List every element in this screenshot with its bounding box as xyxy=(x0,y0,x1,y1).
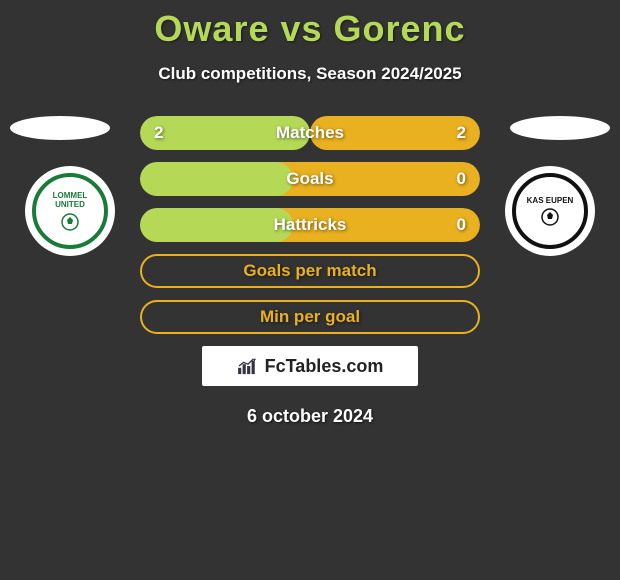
bar-fill-left xyxy=(140,208,293,242)
player-marker-left xyxy=(10,116,110,140)
stat-value-right: 0 xyxy=(457,215,466,235)
stat-value-right: 2 xyxy=(457,123,466,143)
page-subtitle: Club competitions, Season 2024/2025 xyxy=(0,64,620,84)
stat-label: Hattricks xyxy=(274,215,347,235)
footer-date: 6 october 2024 xyxy=(0,406,620,427)
stat-bar-row: Hattricks 0 xyxy=(140,208,480,242)
stat-value-right: 0 xyxy=(457,169,466,189)
stat-label: Min per goal xyxy=(260,307,360,327)
stat-label: Goals xyxy=(286,169,333,189)
stat-label: Matches xyxy=(276,123,344,143)
bar-fill-left xyxy=(140,162,293,196)
page-title: Oware vs Gorenc xyxy=(0,0,620,50)
watermark-badge: FcTables.com xyxy=(202,346,418,386)
club-badge-right: KAS EUPEN xyxy=(500,166,600,256)
stat-value-left: 2 xyxy=(154,123,163,143)
club-badge-left: LOMMEL UNITED xyxy=(20,166,120,256)
stat-label: Goals per match xyxy=(243,261,376,281)
club-name-left: LOMMEL UNITED xyxy=(36,190,104,212)
club-crest-right: KAS EUPEN xyxy=(505,166,595,256)
club-crest-left: LOMMEL UNITED xyxy=(25,166,115,256)
stat-bar-row: Matches 2 2 xyxy=(140,116,480,150)
watermark-text: FcTables.com xyxy=(265,356,384,377)
club-name-right: KAS EUPEN xyxy=(525,195,576,208)
comparison-panel: LOMMEL UNITED KAS EUPEN Matches22Goals0H… xyxy=(0,116,620,427)
soccer-ball-icon xyxy=(60,212,80,232)
player-marker-right xyxy=(510,116,610,140)
stat-bar-row: Goals 0 xyxy=(140,162,480,196)
stat-bar-row: Goals per match xyxy=(140,254,480,288)
chart-icon xyxy=(237,357,259,375)
stat-bars: Matches 2 2 Goals 0 Hattricks 0 Goals per match… xyxy=(140,116,480,334)
soccer-ball-icon xyxy=(540,207,560,227)
stat-bar-row: Min per goal xyxy=(140,300,480,334)
